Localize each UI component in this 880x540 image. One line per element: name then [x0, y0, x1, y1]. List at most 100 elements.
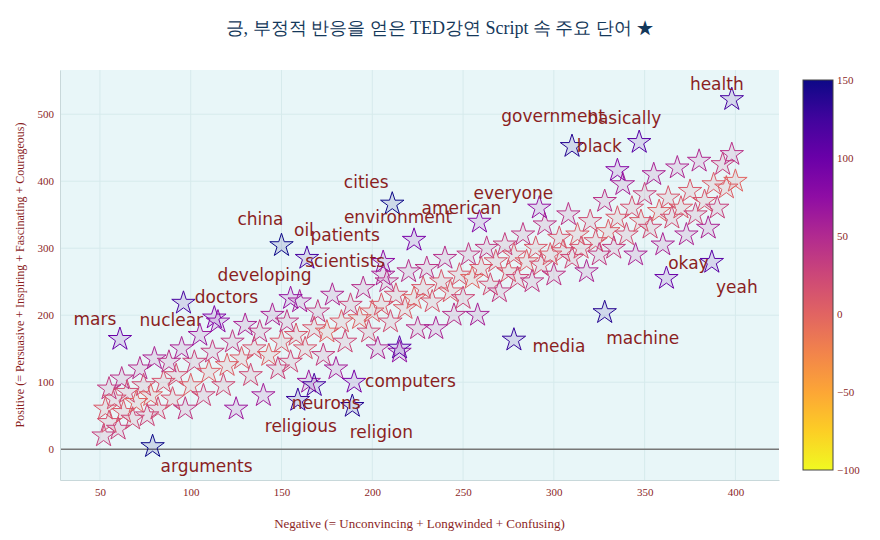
y-tick: 0 — [49, 443, 61, 455]
x-tick-label: 50 — [95, 486, 107, 498]
point — [366, 336, 389, 358]
point — [502, 328, 525, 350]
x-tick: 400 — [728, 480, 745, 498]
annotation: neurons — [292, 393, 361, 413]
x-tick: 150 — [274, 480, 291, 498]
x-tick-label: 200 — [365, 486, 382, 498]
annotation: china — [237, 209, 283, 229]
title: 긍, 부정적 반응을 얻은 TED강연 Script 속 주요 단어 ★ — [226, 18, 655, 38]
colorbar-axis: −100−50050100150 — [833, 74, 860, 476]
point — [279, 350, 302, 372]
y-axis-line — [60, 71, 61, 481]
colorbar-axis-line — [833, 81, 834, 471]
point — [143, 346, 166, 368]
annotation: environment — [344, 207, 453, 227]
annotation: black — [577, 136, 622, 156]
point — [402, 228, 425, 250]
x-tick: 250 — [455, 480, 472, 498]
annotation: patients — [311, 225, 380, 245]
x-axis: 50100150200250300350400 — [61, 480, 780, 498]
annotation: yeah — [716, 277, 758, 297]
colorbar — [803, 80, 833, 470]
plot: 501001502002503003504000100200300400500h… — [38, 70, 780, 498]
point — [170, 336, 193, 358]
grid-line — [60, 114, 779, 115]
point — [706, 196, 729, 218]
colorbar-tick: −50 — [833, 386, 855, 398]
colorbar-tick: 0 — [833, 308, 843, 320]
x-tick-label: 250 — [455, 486, 472, 498]
annotation: okay — [668, 253, 708, 273]
colorbar-tick: 150 — [833, 74, 854, 86]
point — [212, 373, 235, 395]
x-tick: 350 — [637, 480, 654, 498]
point — [406, 316, 429, 338]
grid-line — [372, 70, 373, 480]
point — [557, 202, 580, 224]
point — [333, 330, 356, 352]
point — [627, 130, 650, 152]
point — [352, 276, 375, 298]
x-tick-label: 350 — [637, 486, 654, 498]
point — [488, 279, 511, 301]
grid-line — [60, 181, 779, 182]
point — [324, 356, 347, 378]
annotation: religious — [265, 416, 337, 436]
point — [415, 256, 438, 278]
point — [720, 142, 743, 164]
point — [433, 246, 456, 268]
annotation: media — [532, 336, 585, 356]
point — [666, 156, 689, 178]
point — [511, 222, 534, 244]
point — [593, 189, 616, 211]
point — [279, 286, 302, 308]
point — [312, 343, 335, 365]
annotations: healthgovernmentbasicallyblackeveryoneam… — [74, 74, 758, 475]
colorbar-tick-label: −50 — [837, 386, 855, 398]
x-grid — [100, 70, 735, 480]
point — [624, 243, 647, 265]
point — [342, 370, 365, 392]
annotation: religion — [350, 422, 413, 442]
annotation: scientists — [305, 251, 385, 271]
y-tick: 300 — [38, 242, 61, 254]
colorbar-tick: 50 — [833, 230, 849, 242]
annotation: health — [690, 74, 744, 94]
point — [542, 263, 565, 285]
colorbar-tick-label: 100 — [837, 152, 854, 164]
y-tick: 400 — [38, 175, 61, 187]
annotation: basically — [587, 108, 661, 128]
point — [466, 303, 489, 325]
point — [520, 269, 543, 291]
point — [615, 222, 638, 244]
point — [724, 169, 747, 191]
annotation: arguments — [161, 456, 253, 476]
colorbar-tick: 100 — [833, 152, 854, 164]
point — [330, 310, 353, 332]
point — [638, 216, 661, 238]
point — [633, 182, 656, 204]
y-tick-label: 100 — [38, 376, 55, 388]
point — [252, 383, 275, 405]
grid-line — [735, 70, 736, 480]
x-tick: 50 — [95, 480, 107, 498]
point — [203, 306, 226, 328]
point — [506, 266, 529, 288]
colorbar-tick-label: 0 — [837, 308, 843, 320]
annotation: cities — [344, 172, 389, 192]
y-tick: 100 — [38, 376, 61, 388]
x-tick: 300 — [546, 480, 563, 498]
x-axis-line — [61, 480, 780, 481]
annotation: doctors — [195, 287, 259, 307]
point — [397, 259, 420, 281]
x-axis-title: Negative (= Unconvincing + Longwinded + … — [274, 516, 565, 531]
colorbar-tick-label: 150 — [837, 74, 854, 86]
y-tick: 500 — [38, 108, 61, 120]
annotation: computers — [365, 371, 456, 391]
x-tick-label: 400 — [728, 486, 745, 498]
colorbar-tick-label: 50 — [837, 230, 849, 242]
point — [548, 226, 571, 248]
annotation: machine — [606, 328, 679, 348]
y-tick-label: 200 — [38, 309, 55, 321]
point — [201, 340, 224, 362]
